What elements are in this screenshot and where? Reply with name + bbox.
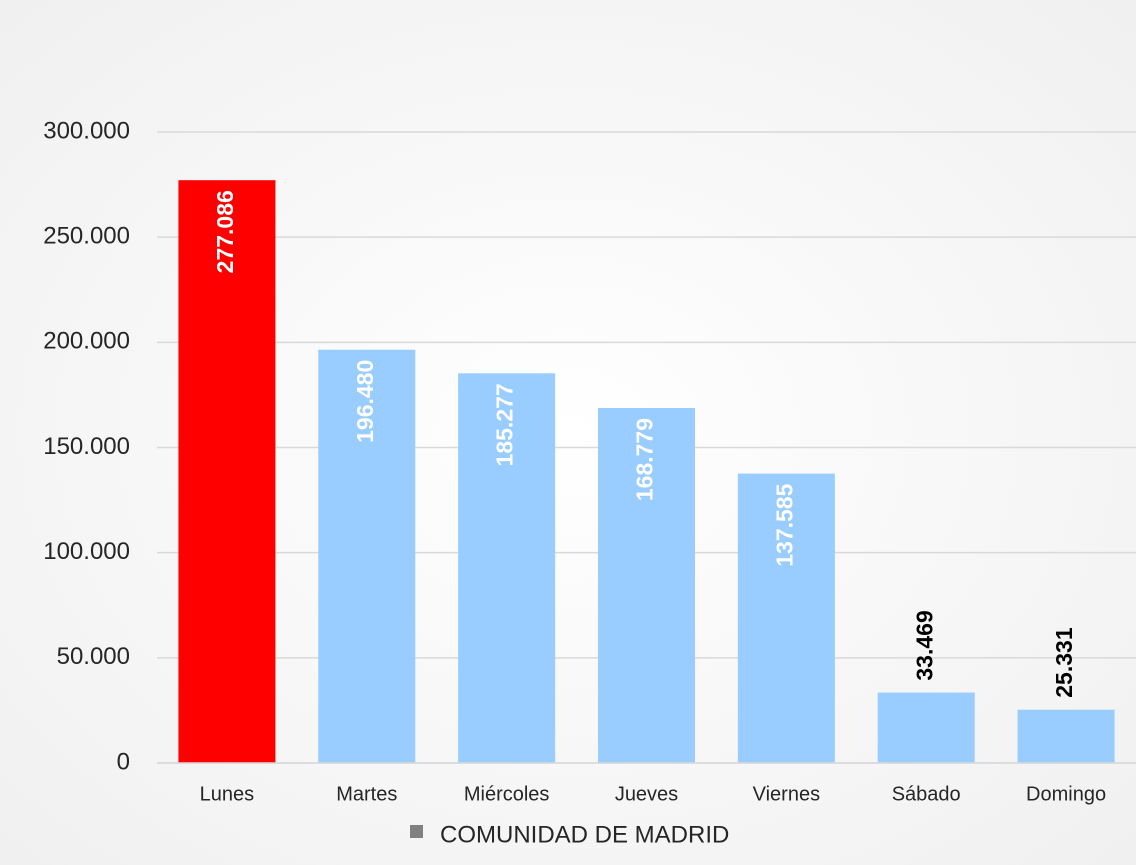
- bar: [737, 473, 835, 763]
- y-tick-label: 200.000: [43, 328, 130, 355]
- value-label: 25.331: [1051, 627, 1077, 698]
- value-label: 185.277: [492, 383, 518, 466]
- legend-marker: [410, 825, 423, 838]
- bar: [318, 349, 416, 763]
- y-tick-label: 150.000: [43, 433, 130, 460]
- y-tick-label: 50.000: [57, 643, 130, 670]
- y-tick-label: 0: [117, 748, 130, 775]
- value-label: 196.480: [352, 360, 378, 443]
- bar: [178, 180, 276, 763]
- bar: [458, 373, 556, 763]
- y-tick-label: 100.000: [43, 538, 130, 565]
- x-tick-label: Miércoles: [464, 783, 550, 805]
- x-tick-label: Domingo: [1026, 783, 1106, 805]
- legend-label: COMUNIDAD DE MADRID: [440, 821, 729, 848]
- bar: [598, 408, 695, 763]
- value-label: 137.585: [771, 483, 797, 566]
- bar: [877, 692, 975, 763]
- x-tick-label: Jueves: [615, 783, 678, 805]
- x-tick-label: Lunes: [200, 783, 255, 805]
- bar: [1017, 709, 1115, 763]
- value-label: 33.469: [911, 610, 937, 680]
- x-tick-label: Martes: [336, 783, 397, 805]
- x-tick-label: Sábado: [892, 783, 961, 805]
- value-label: 277.086: [212, 190, 238, 273]
- y-tick-label: 300.000: [43, 117, 130, 144]
- y-tick-label: 250.000: [43, 223, 130, 250]
- x-tick-label: Viernes: [753, 783, 820, 805]
- value-label: 168.779: [632, 418, 658, 501]
